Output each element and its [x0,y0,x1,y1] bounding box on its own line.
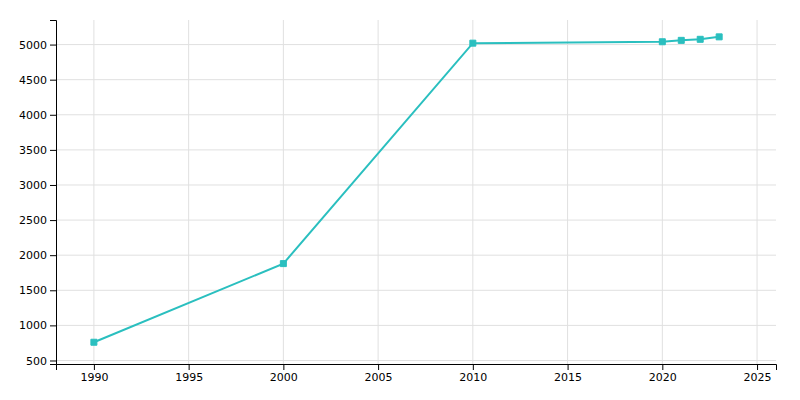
tick-label: 2010 [459,371,487,384]
marker [470,40,476,46]
tick: 2015 [554,364,582,384]
tick-mark [50,325,56,326]
tick: 1990 [80,364,108,384]
grid-line-y [56,255,776,256]
tick-mark [50,80,56,81]
tick: 3000 [19,179,56,192]
tick-mark [50,150,56,151]
marker [716,34,722,40]
tick: 2010 [459,364,487,384]
tick-label: 2020 [649,371,677,384]
tick: 500 [26,355,56,368]
tick-mark [378,364,379,370]
tick: 1000 [19,319,56,332]
tick-label: 2015 [554,371,582,384]
tick: 2000 [270,364,298,384]
tick-mark [50,185,56,186]
tick-mark [189,364,190,370]
tick-mark [283,364,284,370]
marker [697,36,703,42]
grid-line-y [56,79,776,80]
tick: 2020 [649,364,677,384]
tick-mark [50,45,56,46]
tick: 2025 [744,364,772,384]
tick: 1500 [19,284,56,297]
tick-label: 4000 [19,109,47,122]
grid-line-y [56,184,776,185]
tick: 2005 [365,364,393,384]
tick: 3500 [19,144,56,157]
grid-line-y [56,114,776,115]
tick-mark [50,220,56,221]
grid-line-y [56,360,776,361]
grid-line-x [93,20,94,364]
grid-line-x [757,20,758,364]
grid-line-y [56,290,776,291]
tick: 2500 [19,214,56,227]
tick-mark [662,364,663,370]
tick-label: 2000 [19,249,47,262]
tick-label: 4500 [19,74,47,87]
grid-line-x [188,20,189,364]
grid-line-x [283,20,284,364]
tick-label: 5000 [19,39,47,52]
tick: 4000 [19,109,56,122]
tick-label: 2500 [19,214,47,227]
tick-label: 3000 [19,179,47,192]
grid-line-y [56,44,776,45]
marker [678,37,684,43]
grid-line-x [472,20,473,364]
y-axis: 500 1000 1500 2000 2500 3000 3500 4000 4500 5000 [19,21,57,368]
grid-line-y [56,325,776,326]
plot-area [91,34,722,345]
tick-label: 1000 [19,319,47,332]
marker [659,39,665,45]
tick-mark [757,364,758,370]
tick-label: 2025 [744,371,772,384]
marker [91,339,97,345]
tick-mark [473,364,474,370]
axis-line [50,21,57,365]
tick-label: 500 [26,355,47,368]
chart-container: 1990 1995 2000 2005 2010 2015 2020 2025 500 1000 1… [0,0,800,400]
tick-mark [94,364,95,370]
grid-line-x [662,20,663,364]
tick-label: 1995 [175,371,203,384]
marker [280,261,286,267]
tick: 2000 [19,249,56,262]
tick-label: 2005 [365,371,393,384]
tick-label: 3500 [19,144,47,157]
tick: 5000 [19,39,56,52]
tick: 4500 [19,74,56,87]
axis-line [57,365,777,371]
x-axis: 1990 1995 2000 2005 2010 2015 2020 2025 [57,364,777,384]
grid [56,20,776,364]
tick-mark [50,255,56,256]
tick-label: 1500 [19,284,47,297]
chart: 1990 1995 2000 2005 2010 2015 2020 2025 500 1000 1… [0,0,800,400]
grid-line-x [567,20,568,364]
grid-line-x [378,20,379,364]
tick-mark [50,290,56,291]
tick-mark [50,115,56,116]
tick-mark [568,364,569,370]
tick: 1995 [175,364,203,384]
line [94,37,719,342]
tick-mark [50,360,56,361]
grid-line-y [56,149,776,150]
grid-line-y [56,220,776,221]
tick-label: 1990 [80,371,108,384]
tick-label: 2000 [270,371,298,384]
